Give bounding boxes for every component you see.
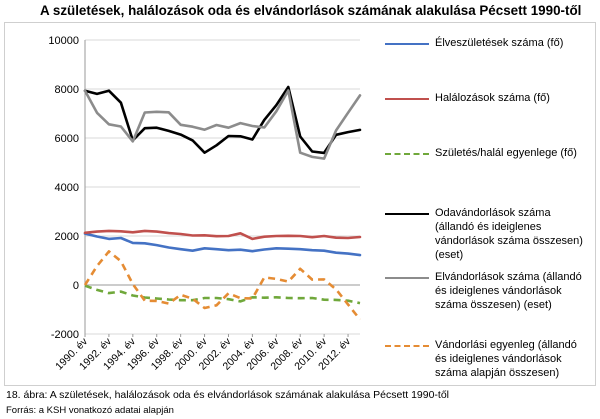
y-tick-label: 2000 <box>55 231 79 243</box>
series-line-4 <box>83 85 362 155</box>
legend-label: Halálozások száma (fő) <box>435 92 550 104</box>
y-tick-label: 0 <box>73 280 79 292</box>
legend-swatch <box>385 153 429 155</box>
y-tick-label: 8000 <box>55 84 79 96</box>
series-line-1 <box>83 232 362 257</box>
series-line-6 <box>83 250 362 321</box>
figure-source: Forrás: a KSH vonatkozó adatai alapján <box>6 405 174 416</box>
legend-label: Odavándorlások száma (állandó és ideigle… <box>435 207 583 261</box>
legend-label: Élveszületések száma (fő) <box>435 37 564 49</box>
gridlines <box>85 39 360 335</box>
figure-caption: 18. ábra: A születések, halálozások oda … <box>6 389 450 401</box>
legend-swatch <box>385 43 429 45</box>
series-lines <box>83 85 362 321</box>
legend-swatch <box>385 277 429 279</box>
y-tick-label: 4000 <box>55 182 79 194</box>
chart-title: A születések, halálozások oda és elvándo… <box>40 3 582 18</box>
legend-label: Elvándorlások száma (állandó és ideiglen… <box>435 271 582 311</box>
legend-swatch <box>385 98 429 100</box>
chart-frame <box>4 22 596 386</box>
series-line-2 <box>83 229 362 241</box>
series-line-5 <box>83 89 362 160</box>
y-tick-label: -2000 <box>51 329 79 341</box>
legend-swatch <box>385 345 429 347</box>
legend-label: Születés/halál egyenlege (fő) <box>435 147 577 159</box>
y-tick-label: 6000 <box>55 133 79 145</box>
legend-label: Vándorlási egyenleg (állandó és ideiglen… <box>435 339 577 379</box>
series-line-3 <box>84 284 361 305</box>
y-tick-label: 10000 <box>48 35 79 47</box>
legend-swatch <box>385 213 429 215</box>
